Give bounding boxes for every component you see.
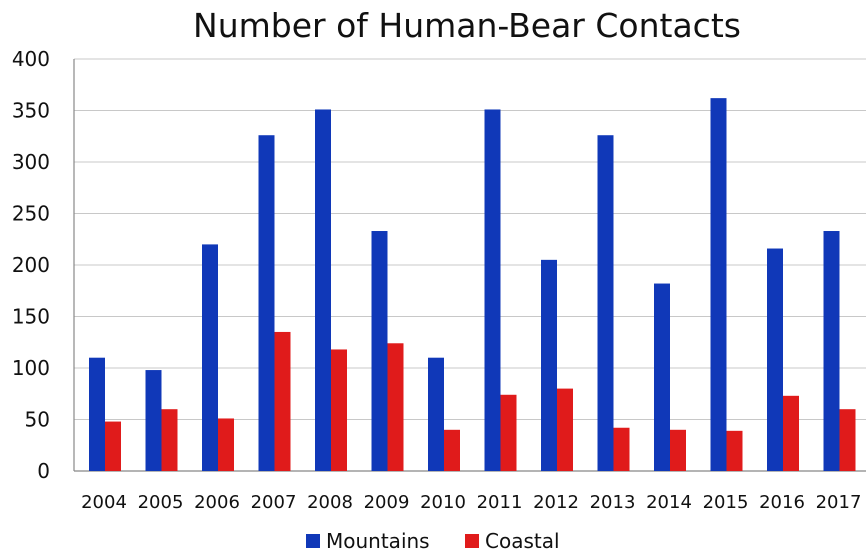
- legend-label-coastal: Coastal: [485, 529, 560, 553]
- bar-mountains-2011: [484, 109, 501, 471]
- bar-mountains-2004: [89, 357, 105, 471]
- y-tick-label: 100: [12, 356, 50, 380]
- bar-coastal-2017: [839, 409, 856, 471]
- x-tick-label: 2015: [703, 492, 749, 513]
- y-tick-label: 400: [12, 47, 50, 71]
- x-axis-ticks: 2004 2005 2006 2007 2008 2009 2010 2011 2012 2013…: [81, 492, 861, 513]
- bar-mountains-2016: [767, 248, 783, 471]
- bar-coastal-2013: [613, 427, 630, 471]
- bar-mountains-2006: [202, 244, 218, 471]
- x-tick-label: 2004: [81, 492, 127, 513]
- bar-coastal-2007: [274, 331, 291, 471]
- y-tick-label: 50: [25, 408, 50, 432]
- legend-label-mountains: Mountains: [326, 529, 430, 553]
- bar-mountains-2017: [823, 231, 840, 471]
- bar-coastal-2011: [500, 394, 517, 471]
- y-tick-label: 200: [12, 253, 50, 277]
- bar-coastal-2014: [670, 429, 686, 471]
- legend-swatch-mountains: [306, 534, 320, 548]
- bar-mountains-2008: [315, 109, 331, 471]
- y-tick-label: 150: [12, 305, 50, 329]
- bar-mountains-2007: [258, 135, 275, 471]
- x-tick-label: 2007: [251, 492, 297, 513]
- bar-coastal-2010: [444, 429, 460, 471]
- x-tick-label: 2014: [646, 492, 692, 513]
- legend: Mountains Coastal: [306, 529, 560, 553]
- y-tick-label: 0: [37, 459, 50, 483]
- x-tick-label: 2010: [420, 492, 466, 513]
- bar-mountains-2005: [145, 370, 162, 471]
- bar-coastal-2004: [105, 421, 121, 471]
- x-tick-label: 2005: [138, 492, 184, 513]
- chart-title: Number of Human-Bear Contacts: [193, 6, 741, 45]
- bar-mountains-2009: [371, 231, 388, 471]
- bar-mountains-2012: [541, 259, 557, 471]
- bar-mountains-2014: [654, 283, 670, 471]
- bar-coastal-2016: [783, 395, 799, 471]
- bar-coastal-2008: [331, 349, 347, 471]
- x-tick-label: 2013: [590, 492, 636, 513]
- bar-coastal-2005: [161, 409, 178, 471]
- legend-swatch-coastal: [465, 534, 479, 548]
- bar-coastal-2006: [218, 418, 234, 471]
- bar-coastal-2012: [557, 388, 573, 471]
- y-tick-label: 300: [12, 150, 50, 174]
- gridlines: [73, 58, 866, 472]
- bar-mountains-2015: [710, 98, 727, 471]
- bar-coastal-2015: [726, 430, 743, 471]
- x-tick-label: 2006: [194, 492, 240, 513]
- x-tick-label: 2009: [364, 492, 410, 513]
- x-tick-label: 2012: [533, 492, 579, 513]
- y-tick-label: 250: [12, 202, 50, 226]
- bars: [89, 98, 856, 471]
- x-tick-label: 2011: [477, 492, 523, 513]
- bar-mountains-2010: [428, 357, 444, 471]
- x-tick-label: 2008: [307, 492, 353, 513]
- x-tick-label: 2017: [816, 492, 862, 513]
- bar-coastal-2009: [387, 343, 404, 471]
- y-axis-ticks: 0 50 100 150 200 250 300 350 400: [12, 47, 50, 483]
- y-tick-label: 350: [12, 99, 50, 123]
- x-tick-label: 2016: [759, 492, 805, 513]
- bar-mountains-2013: [597, 135, 614, 471]
